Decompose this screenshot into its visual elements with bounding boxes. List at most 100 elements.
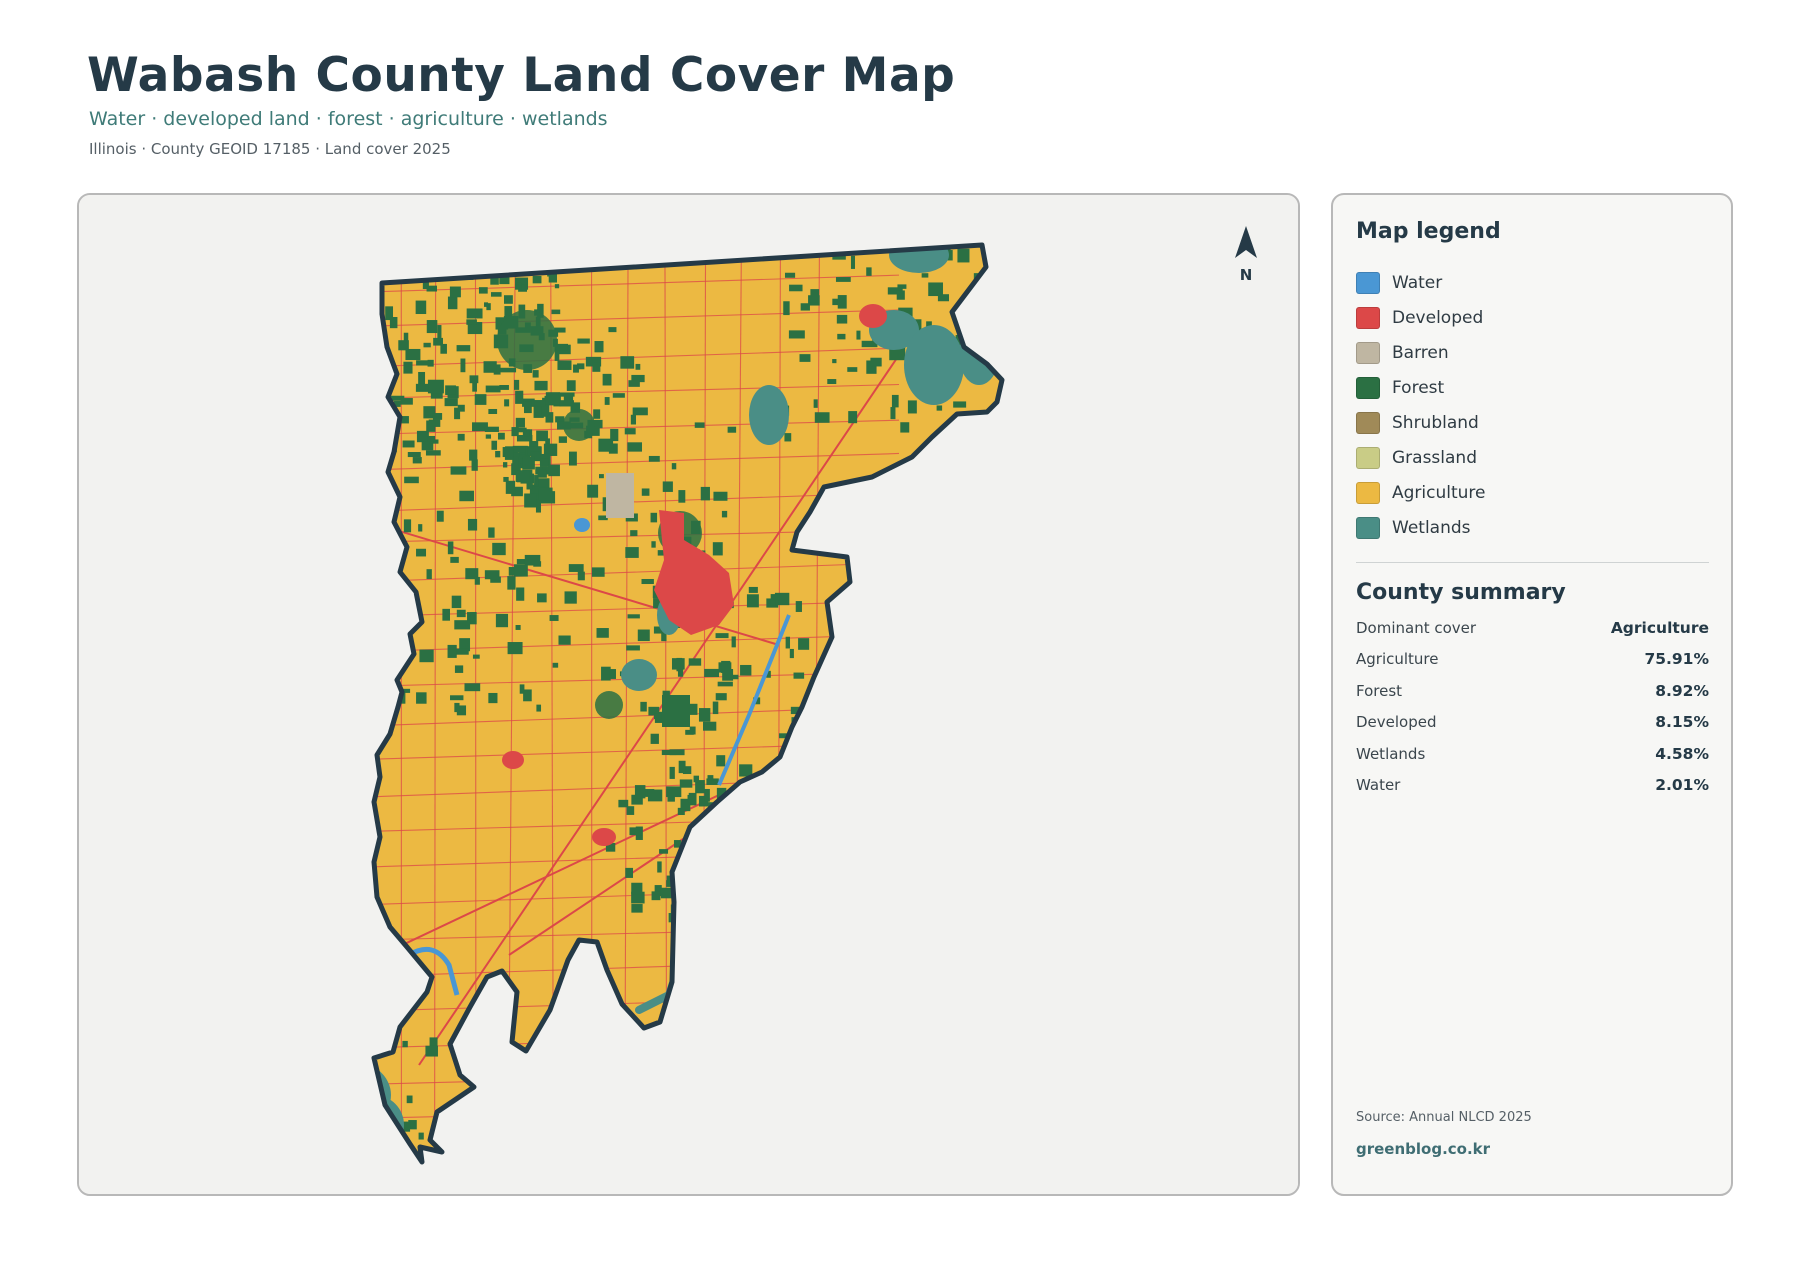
forest-patch <box>537 469 547 478</box>
forest-patch <box>721 510 728 518</box>
forest-patch <box>345 439 349 452</box>
forest-patch <box>977 284 994 292</box>
forest-patch <box>631 904 643 913</box>
forest-patch <box>662 481 673 492</box>
forest-patch <box>522 456 535 470</box>
summary-label: Agriculture <box>1356 650 1439 669</box>
lake <box>574 518 590 532</box>
summary-row-agriculture: Agriculture 75.91% <box>1356 644 1709 676</box>
forest-patch <box>437 325 442 339</box>
forest-patch <box>728 807 739 816</box>
road-line <box>374 600 900 618</box>
forest-patch <box>374 708 382 719</box>
forest-patch <box>577 571 585 581</box>
forest-patch <box>781 786 786 793</box>
forest-patch <box>620 356 635 369</box>
forest-patch <box>382 254 388 267</box>
wetland-patch <box>374 375 381 395</box>
forest-patch <box>389 395 405 401</box>
forest-patch <box>552 662 559 668</box>
forest-patch <box>507 642 523 655</box>
forest-patch <box>444 398 458 407</box>
forest-patch <box>415 300 427 315</box>
forest-patch <box>717 816 724 825</box>
legend-divider <box>1356 562 1709 563</box>
forest-patch <box>456 705 467 716</box>
forest-patch <box>425 1045 438 1057</box>
forest-patch <box>587 484 599 498</box>
forest-patch <box>866 267 872 276</box>
legend-panel: Map legend Water Developed Barren Forest… <box>1331 193 1733 1196</box>
forest-patch <box>968 327 982 340</box>
forest-patch <box>568 564 584 572</box>
legend-label: Developed <box>1392 307 1484 328</box>
map-panel[interactable] <box>77 193 1300 1196</box>
forest-patch <box>408 1120 417 1130</box>
forest-patch <box>427 359 434 367</box>
page-subtitle: Water · developed land · forest · agricu… <box>89 108 608 130</box>
forest-patch <box>467 518 478 531</box>
wetland-patch <box>904 325 964 405</box>
forest-patch <box>628 380 640 387</box>
forest-patch <box>422 282 429 290</box>
legend-list: Water Developed Barren Forest Shrubland … <box>1356 265 1486 545</box>
forest-patch <box>624 428 636 435</box>
forest-patch <box>499 385 509 390</box>
county-map[interactable] <box>79 195 1300 1196</box>
credit-link[interactable]: greenblog.co.kr <box>1356 1140 1491 1158</box>
summary-row-dominant: Dominant cover Agriculture <box>1356 612 1709 644</box>
forest-patch <box>385 306 394 321</box>
forest-patch <box>708 828 723 838</box>
forest-patch <box>605 842 616 852</box>
forest-patch <box>629 827 643 836</box>
legend-item-wetlands: Wetlands <box>1356 510 1486 545</box>
summary-value: 75.91% <box>1644 650 1709 669</box>
forest-patch <box>551 309 561 315</box>
forest-patch <box>469 449 478 461</box>
legend-label: Wetlands <box>1392 517 1471 538</box>
forest-patch <box>650 512 658 523</box>
forest-patch <box>524 493 537 508</box>
forest-patch <box>548 464 560 477</box>
forest-patch <box>814 412 830 423</box>
forest-patch <box>630 530 638 537</box>
town-area <box>592 828 616 846</box>
forest-patch <box>472 422 488 432</box>
legend-item-barren: Barren <box>1356 335 1486 370</box>
summary-row-developed: Developed 8.15% <box>1356 707 1709 739</box>
forest-patch <box>650 733 659 744</box>
forest-patch <box>566 380 576 391</box>
forest-patch <box>488 692 498 704</box>
forest-patch <box>542 466 553 475</box>
forest-patch <box>599 474 604 479</box>
shrubland-swatch <box>1356 411 1380 434</box>
forest-patch <box>450 466 467 475</box>
forest-patch <box>604 397 610 405</box>
forest-patch <box>440 343 447 354</box>
town-area <box>859 304 887 328</box>
forest-patch <box>653 598 666 609</box>
forest-patch <box>507 576 516 590</box>
wetland-patch <box>374 441 377 469</box>
forest-patch <box>671 658 685 670</box>
forest-patch <box>418 1132 424 1140</box>
forest-patch <box>534 380 548 391</box>
forest-patch <box>465 568 479 580</box>
forest-patch <box>400 398 413 405</box>
forest-patch <box>472 380 477 392</box>
forest-patch <box>657 861 662 873</box>
forest-patch <box>516 587 525 601</box>
forest-patch <box>698 708 711 722</box>
forest-patch <box>799 354 811 362</box>
forest-patch <box>374 600 388 614</box>
forest-patch <box>673 840 682 848</box>
forest-patch <box>484 262 490 271</box>
forest-patch <box>618 799 629 808</box>
forest-patch <box>499 275 510 285</box>
forest-patch <box>695 780 705 794</box>
forest-patch <box>457 433 465 441</box>
forest-patch <box>722 669 734 681</box>
barren-area <box>606 473 634 518</box>
summary-label: Developed <box>1356 713 1437 732</box>
forest-patch <box>593 409 601 419</box>
